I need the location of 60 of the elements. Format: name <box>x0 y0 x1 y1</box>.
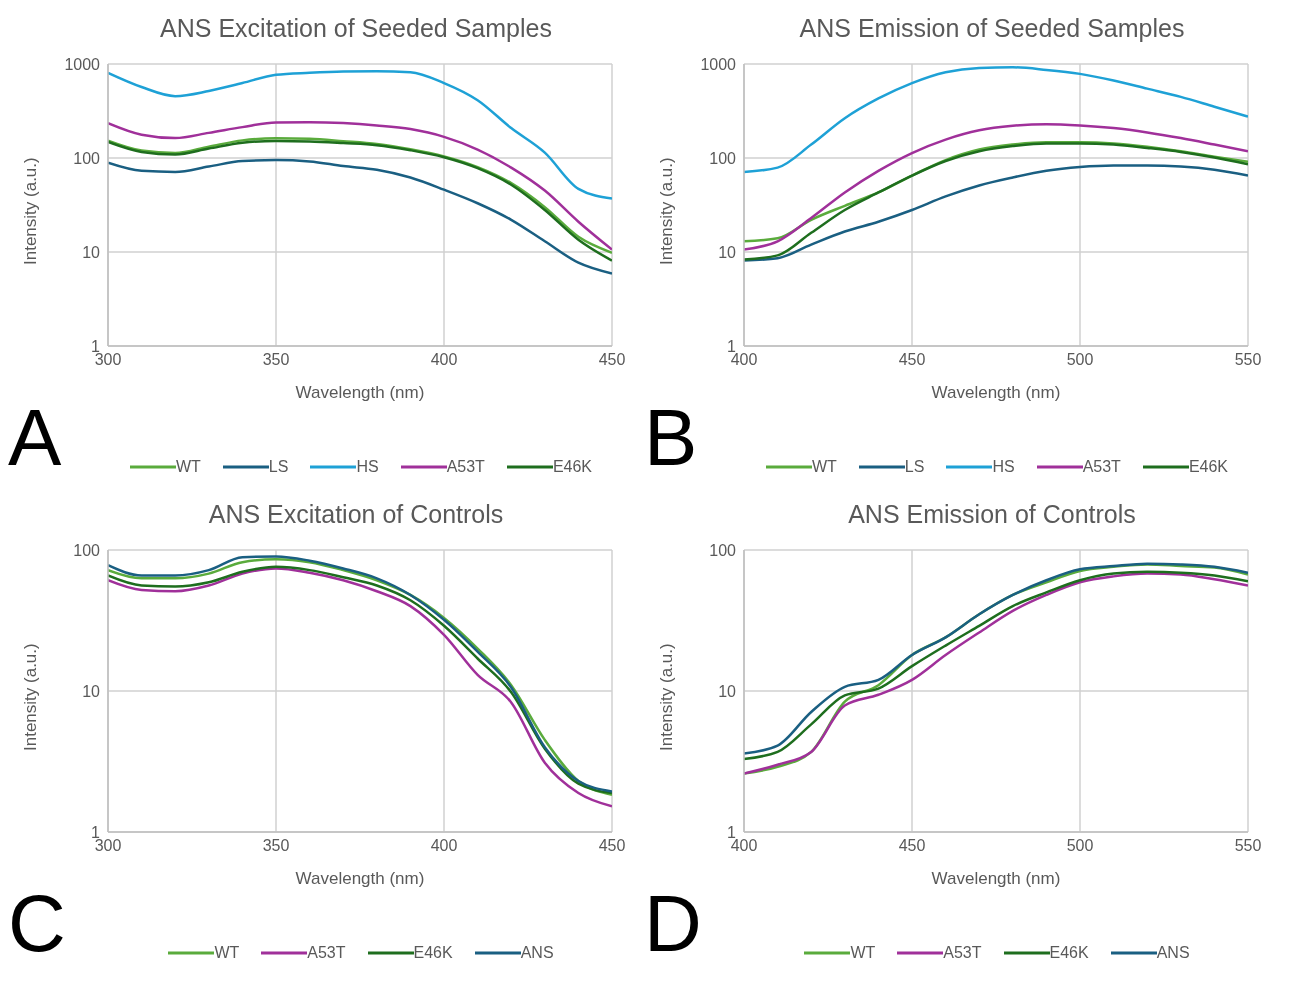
legend-label: E46K <box>1188 458 1229 476</box>
legend-label: HS <box>992 458 1015 476</box>
x-tick-label: 450 <box>898 351 926 369</box>
y-tick-label: 100 <box>73 149 101 167</box>
x-tick-label: 500 <box>1066 837 1094 855</box>
x-tick-label: 350 <box>262 351 290 369</box>
legend-label: WT <box>850 944 876 962</box>
x-axis-title: Wavelength (nm) <box>931 383 1061 402</box>
x-axis-title: Wavelength (nm) <box>931 869 1061 888</box>
legend-label: E46K <box>1049 944 1089 962</box>
y-tick-label: 1000 <box>64 55 101 73</box>
text: C <box>8 879 66 968</box>
y-tick-label: 10 <box>82 243 101 261</box>
legend-label: ANS <box>520 944 554 962</box>
x-axis-title: Wavelength (nm) <box>295 383 425 402</box>
x-tick-label: 450 <box>898 837 926 855</box>
x-tick-label: 450 <box>598 351 626 369</box>
text: A <box>8 393 62 482</box>
chart-title: ANS Excitation of Controls <box>207 499 505 530</box>
x-tick-label: 500 <box>1066 351 1094 369</box>
y-axis-title: Intensity (a.u.) <box>21 643 41 751</box>
y-tick-label: 100 <box>709 149 737 167</box>
x-tick-label: 400 <box>730 351 758 369</box>
legend-label: LS <box>904 458 925 476</box>
y-axis-title: Intensity (a.u.) <box>657 643 677 751</box>
legend-label: A53T <box>943 944 982 962</box>
legend-label: A53T <box>446 458 485 476</box>
y-tick-label: 10 <box>718 682 737 700</box>
x-tick-label: 400 <box>430 351 458 369</box>
x-tick-label: 450 <box>598 837 626 855</box>
legend-label: WT <box>175 458 201 476</box>
y-tick-label: 100 <box>709 541 737 559</box>
legend-label: A53T <box>307 944 346 962</box>
x-tick-label: 300 <box>94 351 122 369</box>
y-tick-label: 10 <box>718 243 737 261</box>
legend-label: ANS <box>1156 944 1190 962</box>
y-tick-label: 100 <box>73 541 101 559</box>
text: B <box>644 393 698 482</box>
legend-label: E46K <box>413 944 453 962</box>
y-tick-label: 1000 <box>700 55 737 73</box>
x-axis-title: Wavelength (nm) <box>295 869 425 888</box>
legend-label: E46K <box>552 458 593 476</box>
chart-title: ANS Emission of Seeded Samples <box>798 13 1186 44</box>
y-axis-title: Intensity (a.u.) <box>21 157 41 265</box>
legend-label: HS <box>356 458 379 476</box>
x-tick-label: 550 <box>1234 837 1262 855</box>
chart-title: ANS Excitation of Seeded Samples <box>159 13 553 44</box>
text: D <box>644 879 702 968</box>
x-tick-label: 550 <box>1234 351 1262 369</box>
x-tick-label: 400 <box>430 837 458 855</box>
legend-label: LS <box>268 458 289 476</box>
chart-title: ANS Emission of Controls <box>847 499 1137 530</box>
x-tick-label: 400 <box>730 837 758 855</box>
legend-label: WT <box>214 944 240 962</box>
legend-label: WT <box>811 458 837 476</box>
legend-label: A53T <box>1082 458 1121 476</box>
x-tick-label: 350 <box>262 837 290 855</box>
x-tick-label: 300 <box>94 837 122 855</box>
y-axis-title: Intensity (a.u.) <box>657 157 677 265</box>
y-tick-label: 10 <box>82 682 101 700</box>
